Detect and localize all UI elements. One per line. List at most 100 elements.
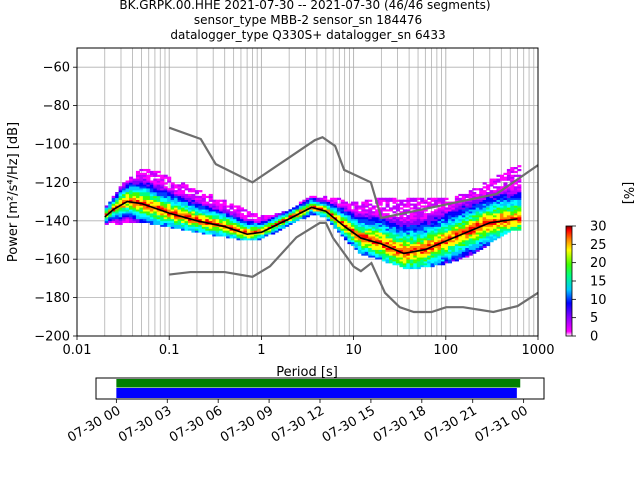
psd-cell	[347, 236, 352, 239]
psd-cell	[354, 230, 359, 233]
psd-cell	[215, 222, 220, 225]
psd-cell	[184, 218, 189, 222]
psd-cell	[236, 224, 241, 227]
psd-cell	[472, 222, 477, 225]
psd-cell	[472, 232, 477, 235]
psd-cell	[468, 226, 473, 229]
psd-cell	[160, 213, 165, 216]
psd-cell	[104, 205, 109, 208]
psd-cell	[368, 251, 373, 254]
psd-cell	[191, 230, 196, 233]
psd-cell	[305, 211, 310, 214]
psd-cell	[219, 199, 224, 202]
psd-cell	[201, 228, 206, 231]
psd-cell	[506, 228, 511, 231]
psd-cell	[309, 213, 314, 216]
psd-cell	[461, 197, 466, 200]
psd-cell	[125, 216, 130, 220]
psd-cell	[343, 218, 349, 222]
psd-cell	[472, 249, 477, 252]
psd-cell	[361, 247, 366, 250]
psd-cell	[399, 203, 404, 206]
psd-cell	[156, 213, 161, 216]
psd-cell	[451, 218, 456, 222]
psd-cell	[406, 199, 411, 202]
psd-cell	[458, 205, 463, 208]
psd-cell	[392, 218, 397, 222]
psd-cell	[482, 211, 487, 214]
psd-cell	[194, 228, 199, 231]
psd-cell	[326, 216, 331, 220]
psd-cell	[361, 205, 366, 208]
psd-cell	[274, 220, 279, 224]
psd-cell	[406, 226, 411, 229]
psd-cell	[191, 211, 196, 214]
psd-cell	[181, 224, 186, 227]
psd-cell	[486, 209, 491, 212]
psd-cell	[496, 228, 501, 231]
psd-cell	[510, 192, 515, 195]
psd-cell	[416, 251, 421, 254]
psd-cell	[392, 224, 397, 227]
psd-cell	[229, 236, 234, 239]
psd-cell	[399, 201, 404, 204]
psd-cell	[503, 211, 508, 214]
psd-cell	[475, 249, 480, 252]
psd-cell	[191, 197, 196, 200]
psd-cell	[156, 218, 161, 222]
psd-cell	[330, 220, 335, 224]
psd-cell	[423, 226, 428, 229]
psd-cell	[458, 230, 463, 233]
psd-cell	[461, 251, 466, 254]
psd-cell	[115, 213, 120, 216]
psd-cell	[333, 224, 338, 227]
psd-cell	[198, 203, 203, 206]
psd-cell	[229, 222, 234, 225]
psd-cell	[420, 263, 425, 266]
psd-cell	[226, 211, 231, 214]
psd-cell	[215, 215, 220, 218]
psd-cell	[427, 218, 432, 222]
psd-cell	[184, 188, 189, 191]
psd-cell	[489, 197, 494, 200]
psd-cell	[371, 216, 376, 220]
psd-cell	[350, 238, 355, 241]
psd-cell	[167, 209, 172, 212]
psd-cell	[506, 205, 511, 208]
psd-cell	[343, 203, 349, 206]
psd-cell	[434, 253, 439, 256]
psd-cell	[416, 263, 421, 266]
psd-cell	[208, 232, 213, 235]
psd-cell	[333, 201, 338, 204]
colorbar-label: [%]	[620, 182, 635, 205]
psd-cell	[285, 220, 290, 224]
psd-cell	[461, 253, 466, 256]
psd-cell	[447, 247, 453, 250]
psd-cell	[472, 203, 477, 206]
psd-cell	[205, 228, 210, 231]
psd-cell	[517, 180, 522, 183]
psd-cell	[160, 192, 165, 195]
psd-cell	[285, 211, 290, 214]
psd-cell	[506, 207, 511, 210]
psd-cell	[129, 186, 134, 189]
psd-cell	[475, 211, 480, 214]
psd-cell	[444, 259, 449, 262]
psd-cell	[444, 245, 449, 248]
psd-cell	[395, 255, 401, 258]
psd-cell	[406, 228, 411, 231]
psd-cell	[350, 218, 355, 222]
psd-cell	[122, 218, 127, 222]
psd-cell	[499, 195, 505, 199]
psd-cell	[458, 243, 463, 247]
psd-cell	[479, 199, 484, 202]
psd-cell	[215, 228, 220, 231]
psd-cell	[447, 240, 453, 243]
psd-cell	[108, 213, 113, 216]
psd-cell	[434, 213, 439, 216]
psd-cell	[167, 178, 172, 181]
psd-cell	[174, 211, 179, 214]
psd-cell	[135, 176, 141, 179]
psd-cell	[389, 251, 394, 254]
psd-cell	[215, 216, 220, 220]
